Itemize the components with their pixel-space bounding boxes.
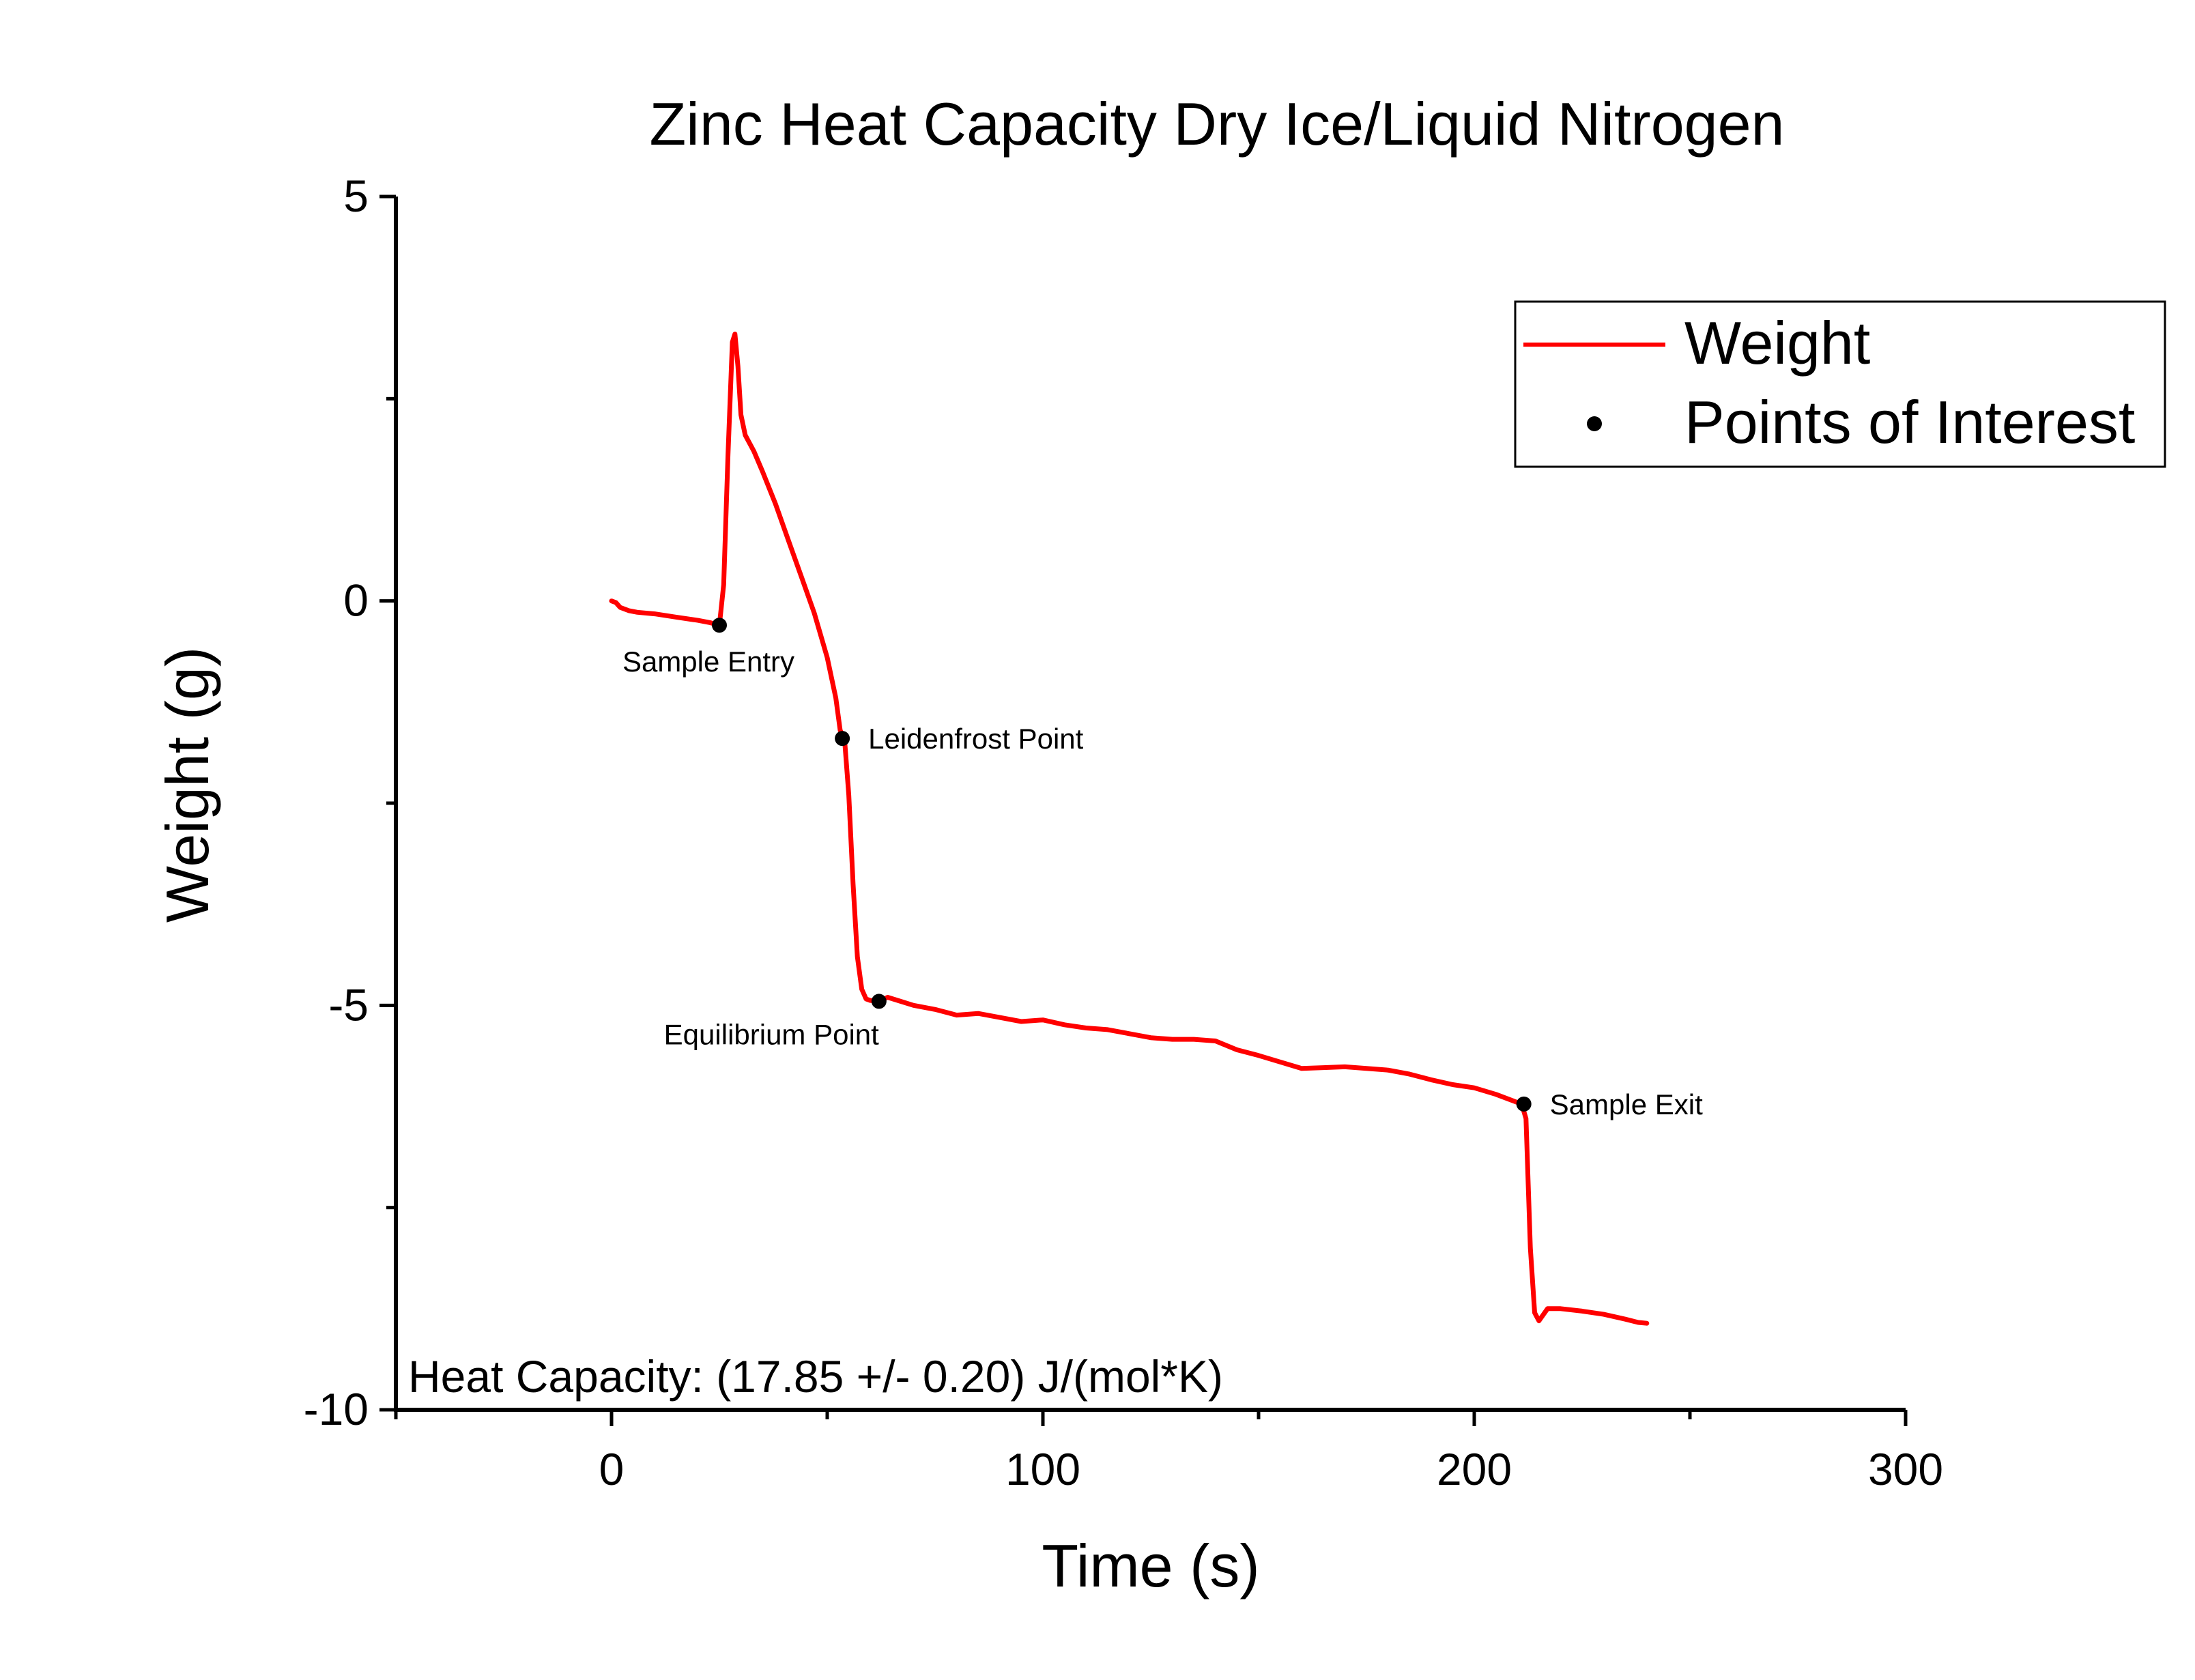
- y-tick-label: 5: [343, 171, 369, 221]
- legend: Weight Points of Interest: [1514, 300, 2166, 468]
- point-of-interest-label: Sample Exit: [1550, 1088, 1703, 1120]
- heat-capacity-annotation: Heat Capacity: (17.85 +/- 0.20) J/(mol*K…: [408, 1351, 1223, 1402]
- legend-box: [1514, 300, 2166, 468]
- chart-title: Zinc Heat Capacity Dry Ice/Liquid Nitrog…: [650, 90, 1785, 158]
- x-tick-label: 300: [1868, 1444, 1943, 1494]
- point-of-interest-marker: [835, 731, 850, 747]
- point-of-interest-marker: [871, 994, 887, 1009]
- points-of-interest-layer: Sample Entry Leidenfrost Point Equilibrium…: [622, 618, 1703, 1120]
- point-of-interest-label: Equilibrium Point: [664, 1018, 879, 1050]
- y-tick-label: 0: [343, 575, 369, 626]
- legend-points-of-interest-label: Points of Interest: [1684, 388, 2135, 456]
- y-axis-label: Weight (g): [154, 647, 221, 923]
- legend-weight-label: Weight: [1684, 309, 1870, 377]
- x-axis-label: Time (s): [1042, 1532, 1259, 1599]
- x-tick-label: 200: [1437, 1444, 1512, 1494]
- legend-points-of-interest-marker: [1587, 416, 1602, 431]
- x-tick-label: 100: [1005, 1444, 1080, 1494]
- point-of-interest-marker: [1516, 1096, 1532, 1112]
- point-of-interest-marker: [712, 618, 727, 633]
- x-tick-label: 0: [599, 1444, 625, 1494]
- point-of-interest-label: Sample Entry: [622, 646, 794, 678]
- y-ticks: 5 0 -5 -10: [304, 171, 396, 1434]
- x-ticks: 0 100 200 300: [394, 1410, 1943, 1494]
- y-tick-label: -5: [328, 979, 369, 1030]
- series-layer: [609, 332, 1650, 1326]
- y-tick-label: -10: [304, 1384, 369, 1434]
- point-of-interest-label: Leidenfrost Point: [868, 723, 1084, 755]
- weight-series-line: [609, 332, 1650, 1326]
